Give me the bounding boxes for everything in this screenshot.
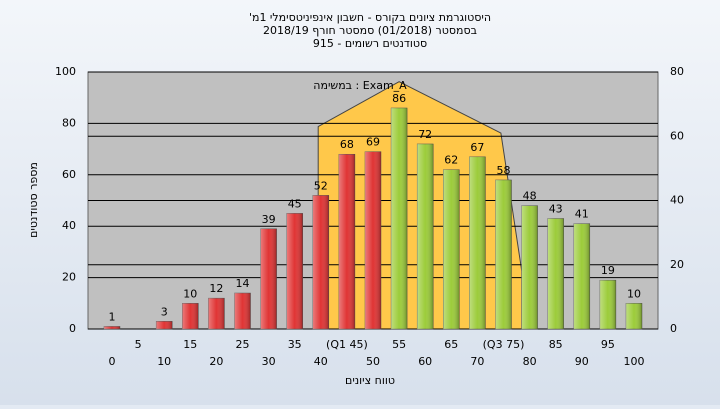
y-tick-label: 60 xyxy=(62,168,76,181)
x-axis-label: טווח ציונים xyxy=(345,374,395,387)
y-axis-label: מספר סטודנטים xyxy=(27,162,40,238)
x-tick-label: 50 xyxy=(366,355,380,368)
data-label: 52 xyxy=(314,179,328,192)
bar-shade xyxy=(156,321,173,329)
bar-shade xyxy=(469,156,486,329)
data-label: 69 xyxy=(366,136,380,149)
data-label: 10 xyxy=(627,287,641,300)
bar-shade xyxy=(599,280,616,329)
chart-title: היסטוגרמת ציונים בקורס - חשבון אינפיניטס… xyxy=(249,11,491,24)
bar-shade xyxy=(286,213,303,329)
x-tick-label: 35 xyxy=(288,338,302,351)
data-label: 62 xyxy=(444,154,458,167)
data-label: 43 xyxy=(549,202,563,215)
x-tick-label: 90 xyxy=(575,355,589,368)
data-label: 3 xyxy=(161,305,168,318)
data-label: 10 xyxy=(183,287,197,300)
x-tick-label: 55 xyxy=(392,338,406,351)
bar-shade xyxy=(495,179,512,329)
data-label: 48 xyxy=(523,190,537,203)
data-label: 41 xyxy=(575,208,589,221)
chart-subtitle: בסמסטר (01/2018) סמסטר חורף 2018/19 xyxy=(263,24,477,37)
data-label: 68 xyxy=(340,138,354,151)
bar-shade xyxy=(312,195,329,329)
data-label: 19 xyxy=(601,264,615,277)
x-tick-label: 5 xyxy=(135,338,142,351)
bar-shade xyxy=(417,143,434,329)
data-label: 1 xyxy=(109,310,116,323)
bar-shade xyxy=(521,205,538,329)
bar-shade xyxy=(208,298,225,329)
y-tick-label: 40 xyxy=(62,219,76,232)
bar-shade xyxy=(365,151,381,329)
x-tick-label: 80 xyxy=(523,355,537,368)
y-tick-label: 80 xyxy=(62,116,76,129)
data-label: 58 xyxy=(497,164,511,177)
annotation: Exam_A : במשימה xyxy=(313,79,407,92)
x-tick-label: 25 xyxy=(236,338,250,351)
x-tick-label: 0 xyxy=(109,355,116,368)
bar-shade xyxy=(547,218,564,329)
x-tick-label: 20 xyxy=(209,355,223,368)
x-tick-label: (Q3 75) xyxy=(483,338,525,351)
y-tick-label: 100 xyxy=(55,65,76,78)
x-tick-label: 85 xyxy=(549,338,563,351)
chart-subtitle: סטודנטים רשומים - 915 xyxy=(313,37,427,50)
y2-tick-label: 0 xyxy=(670,322,677,335)
x-tick-label: 15 xyxy=(183,338,197,351)
x-tick-label: 40 xyxy=(314,355,328,368)
data-label: 86 xyxy=(392,92,406,105)
x-tick-label: 10 xyxy=(157,355,171,368)
x-tick-label: 100 xyxy=(624,355,645,368)
data-label: 72 xyxy=(418,128,432,141)
bar-shade xyxy=(338,154,355,329)
data-label: 67 xyxy=(470,141,484,154)
bar-shade xyxy=(104,326,120,329)
bar-shade xyxy=(626,303,642,329)
x-tick-label: (Q1 45) xyxy=(326,338,368,351)
bar-shade xyxy=(391,107,408,329)
x-tick-label: 70 xyxy=(470,355,484,368)
x-tick-label: 60 xyxy=(418,355,432,368)
bar-shade xyxy=(234,293,251,329)
bar-shade xyxy=(443,169,460,329)
bar-shade xyxy=(260,228,277,329)
x-tick-label: 65 xyxy=(444,338,458,351)
y-tick-label: 20 xyxy=(62,271,76,284)
x-tick-label: 95 xyxy=(601,338,615,351)
data-label: 12 xyxy=(209,282,223,295)
x-tick-label: 30 xyxy=(262,355,276,368)
y-tick-label: 0 xyxy=(69,322,76,335)
y2-tick-label: 60 xyxy=(670,129,684,142)
bar-shade xyxy=(182,303,199,329)
data-label: 45 xyxy=(288,197,302,210)
y2-tick-label: 40 xyxy=(670,194,684,207)
bar-shade xyxy=(573,223,590,329)
y2-tick-label: 80 xyxy=(670,65,684,78)
data-label: 39 xyxy=(262,213,276,226)
y2-tick-label: 20 xyxy=(670,258,684,271)
data-label: 14 xyxy=(236,277,250,290)
